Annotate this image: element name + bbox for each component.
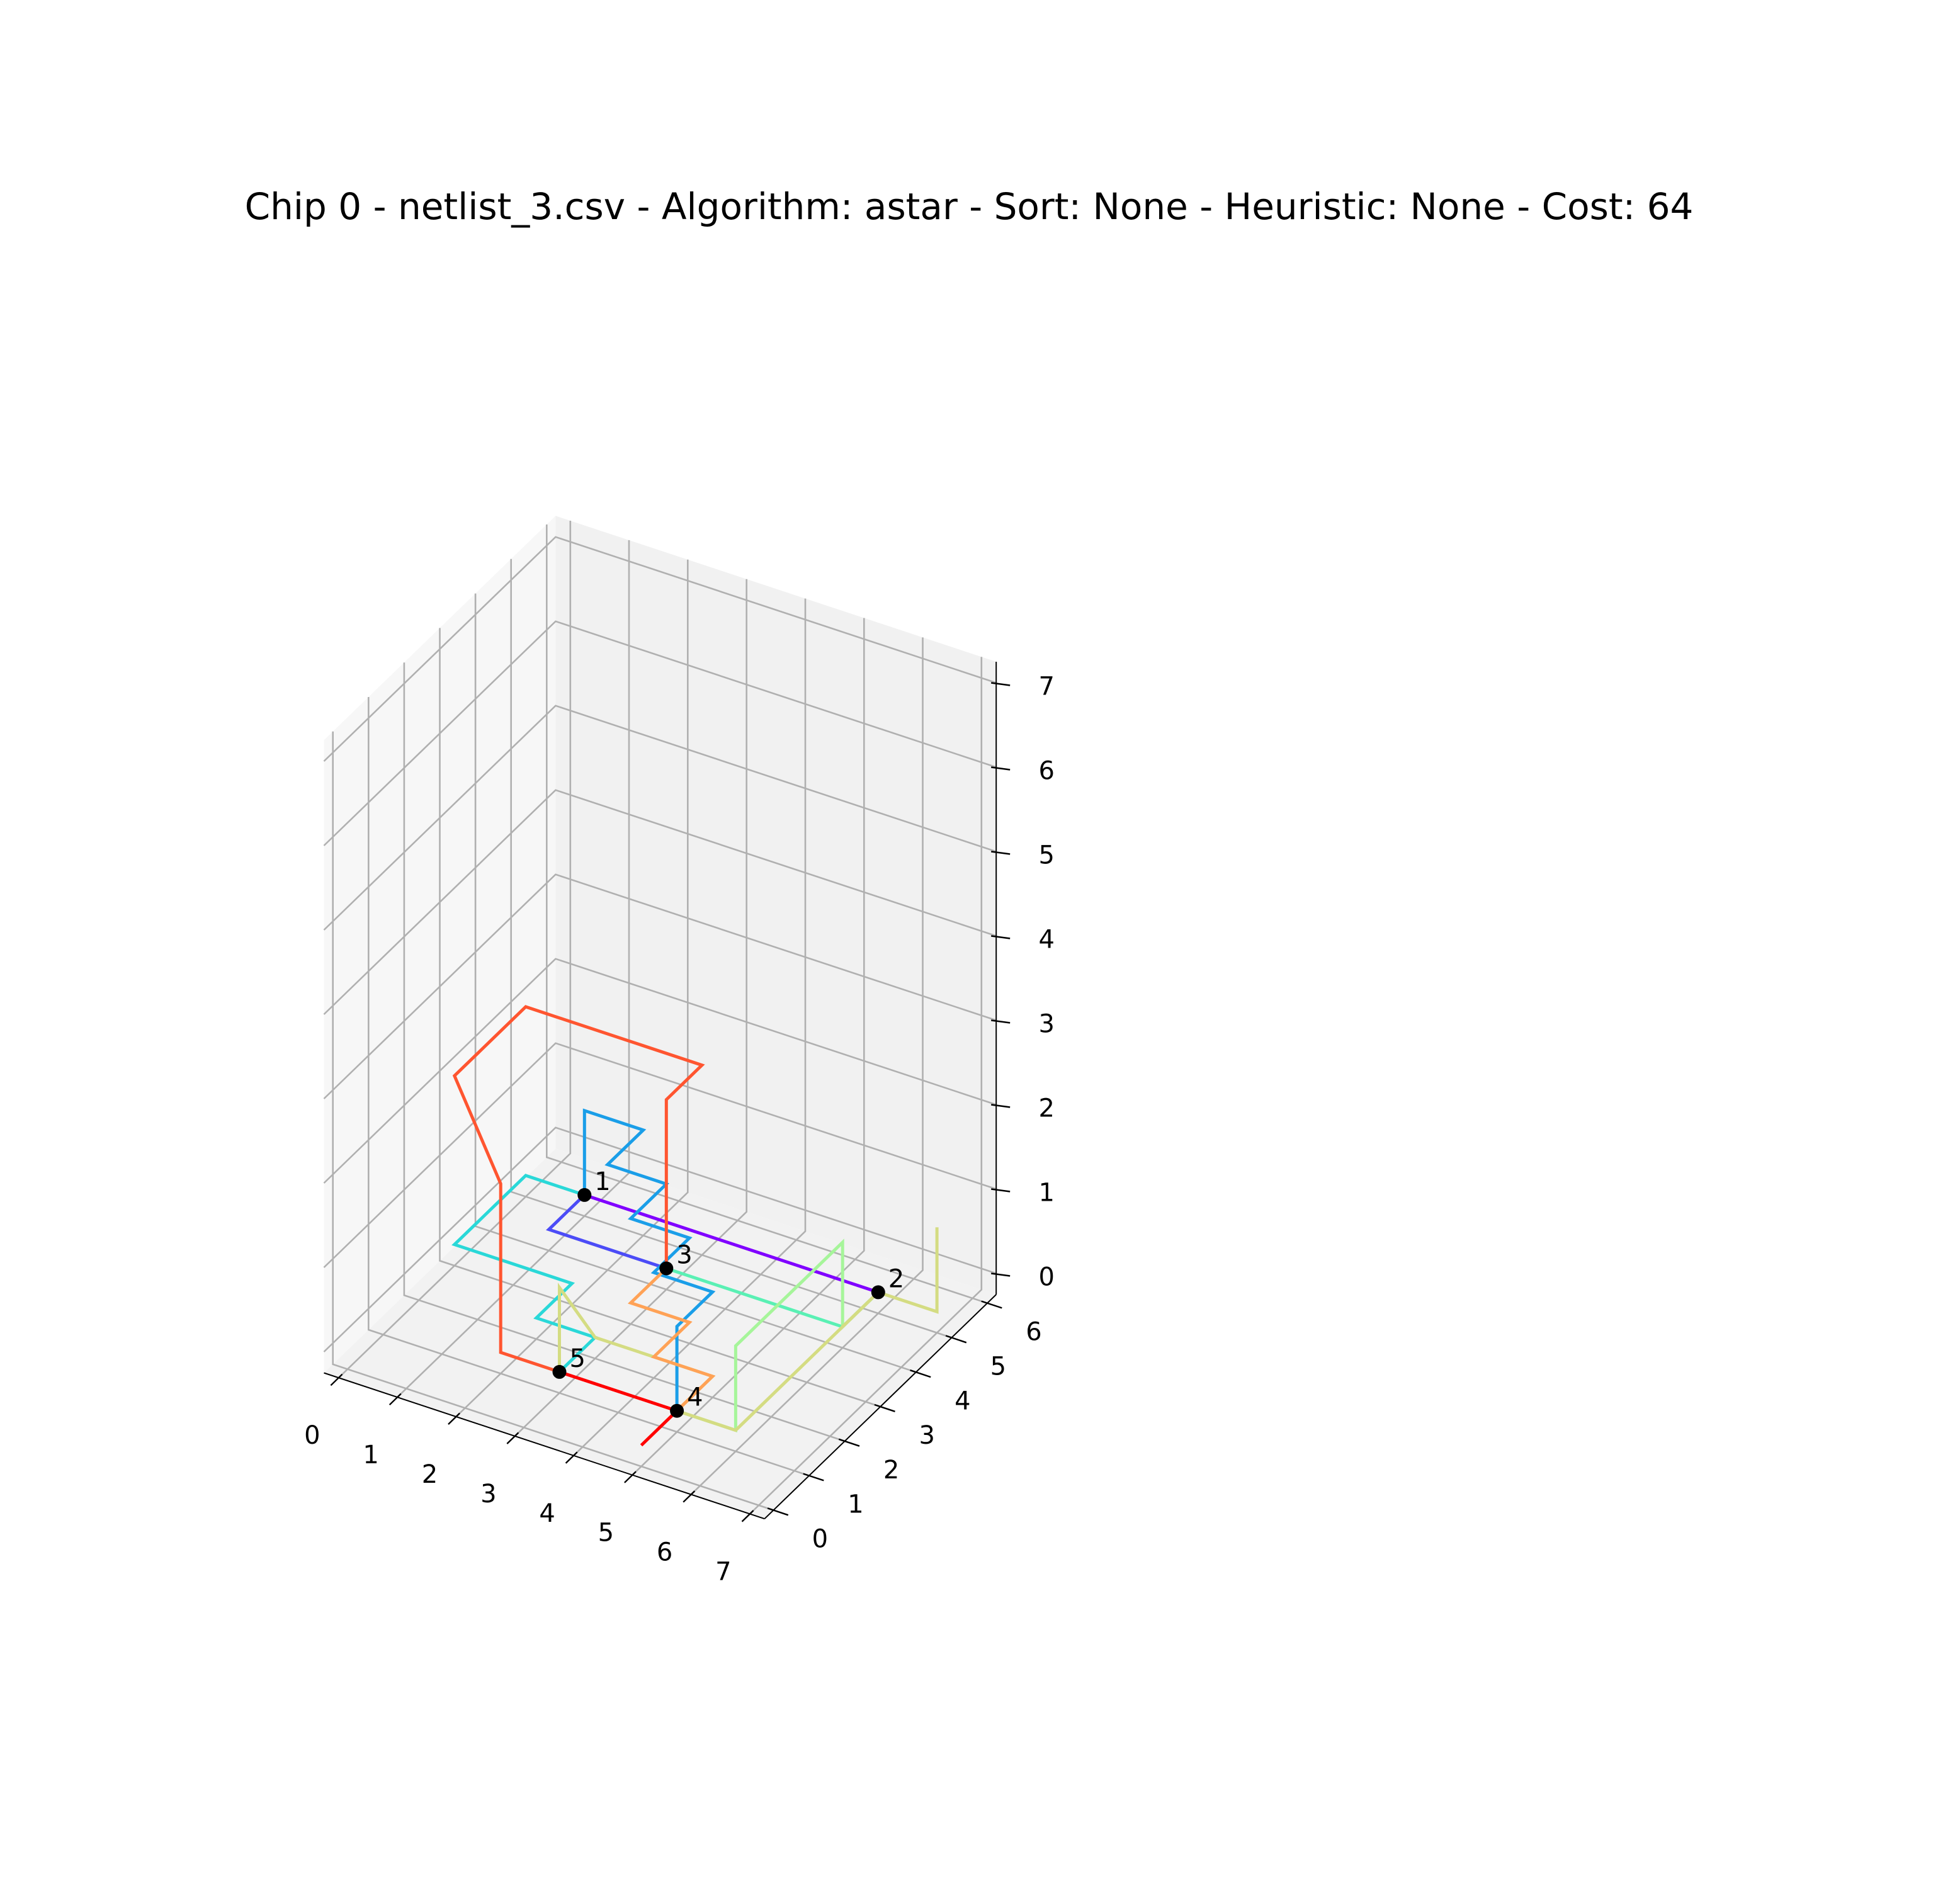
y-tick-mark	[838, 1438, 860, 1447]
x-tick-label: 2	[422, 1460, 438, 1489]
z-tick-label: 5	[1038, 841, 1054, 870]
gate-label: 1	[594, 1167, 610, 1196]
gate-dot	[871, 1285, 885, 1300]
wire-path	[545, 1194, 667, 1270]
z-tick-label: 2	[1038, 1094, 1054, 1123]
z-tick-mark	[991, 1104, 1011, 1108]
chart-title: Chip 0 - netlist_3.csv - Algorithm: asta…	[245, 185, 1694, 228]
x-tick-label: 6	[657, 1538, 672, 1567]
z-tick-mark	[991, 682, 1011, 686]
axis-grid	[323, 521, 997, 1515]
z-tick-label: 4	[1038, 926, 1054, 955]
x-tick-mark	[388, 1393, 402, 1406]
x-tick-label: 0	[304, 1421, 320, 1450]
wire-path	[452, 1005, 705, 1374]
grid-line-x	[337, 521, 572, 1379]
grid-line-x	[455, 559, 689, 1417]
gate-label: 2	[888, 1264, 904, 1293]
y-tick-mark	[945, 1335, 967, 1344]
gate-label: 3	[676, 1241, 692, 1270]
x-tick-label: 5	[598, 1519, 614, 1548]
grid-line-z	[323, 1126, 997, 1352]
y-tick-label: 1	[847, 1490, 863, 1519]
wire-path	[627, 1267, 716, 1412]
z-tick-mark	[991, 1019, 1011, 1024]
x-tick-mark	[565, 1451, 578, 1464]
gate-dot	[552, 1364, 567, 1379]
x-tick-label: 7	[715, 1558, 731, 1587]
x-tick-mark	[506, 1432, 519, 1444]
gate-label: 5	[570, 1344, 586, 1373]
z-tick-label: 6	[1038, 757, 1054, 786]
gate-markers: 1 2 3 4 5	[552, 1167, 904, 1418]
z-tick-mark	[991, 1272, 1011, 1277]
y-tick-label: 6	[1026, 1318, 1041, 1347]
x-tick-label: 4	[539, 1499, 555, 1528]
grid-line-y	[439, 628, 881, 1408]
grid-line-z	[323, 873, 997, 1099]
wire-path	[558, 1370, 680, 1447]
x-tick-mark	[741, 1510, 754, 1522]
z-tick-label: 1	[1038, 1179, 1054, 1208]
y-tick-mark	[767, 1507, 789, 1516]
grid-line-x	[573, 598, 807, 1456]
grid-line-x	[632, 618, 865, 1476]
gate-dot	[577, 1187, 592, 1202]
x-tick-mark	[683, 1490, 696, 1503]
z-tick-mark	[991, 1188, 1011, 1193]
grid-line-z	[323, 1042, 997, 1268]
y-tick-label: 3	[919, 1421, 934, 1450]
grid-line-y	[545, 524, 988, 1304]
grid-line-z	[323, 789, 997, 1015]
gate-dot	[659, 1261, 674, 1276]
gate-dot	[670, 1403, 684, 1418]
y-tick-label: 2	[883, 1456, 899, 1485]
x-tick-mark	[448, 1412, 460, 1425]
y-tick-mark	[981, 1300, 1002, 1309]
y-tick-mark	[803, 1473, 824, 1482]
y-tick-label: 0	[812, 1525, 828, 1554]
y-tick-mark	[910, 1369, 931, 1378]
grid-line-z	[323, 536, 997, 762]
y-tick-mark	[874, 1403, 895, 1412]
x-tick-mark	[330, 1373, 343, 1386]
grid-line-y	[332, 731, 774, 1511]
grid-line-z	[323, 705, 997, 931]
x-tick-mark	[624, 1471, 637, 1483]
grid-line-x	[514, 579, 747, 1437]
z-tick-mark	[991, 766, 1011, 771]
z-tick-mark	[991, 851, 1011, 855]
z-tick-label: 7	[1038, 672, 1054, 701]
z-tick-mark	[991, 935, 1011, 939]
x-tick-label: 3	[480, 1480, 496, 1509]
wire-path	[582, 1108, 716, 1411]
grid-line-x	[690, 637, 924, 1495]
gate-label: 4	[687, 1383, 703, 1412]
x-tick-label: 1	[363, 1441, 378, 1470]
y-tick-label: 5	[990, 1352, 1006, 1381]
grid-line-x	[749, 657, 983, 1515]
axis-panes	[324, 516, 997, 1519]
z-tick-label: 0	[1038, 1263, 1054, 1292]
y-tick-label: 4	[955, 1386, 970, 1415]
z-tick-label: 3	[1038, 1010, 1054, 1039]
wire-path	[584, 1193, 879, 1294]
grid-line-z	[323, 620, 997, 846]
grid-line-z	[323, 958, 997, 1184]
